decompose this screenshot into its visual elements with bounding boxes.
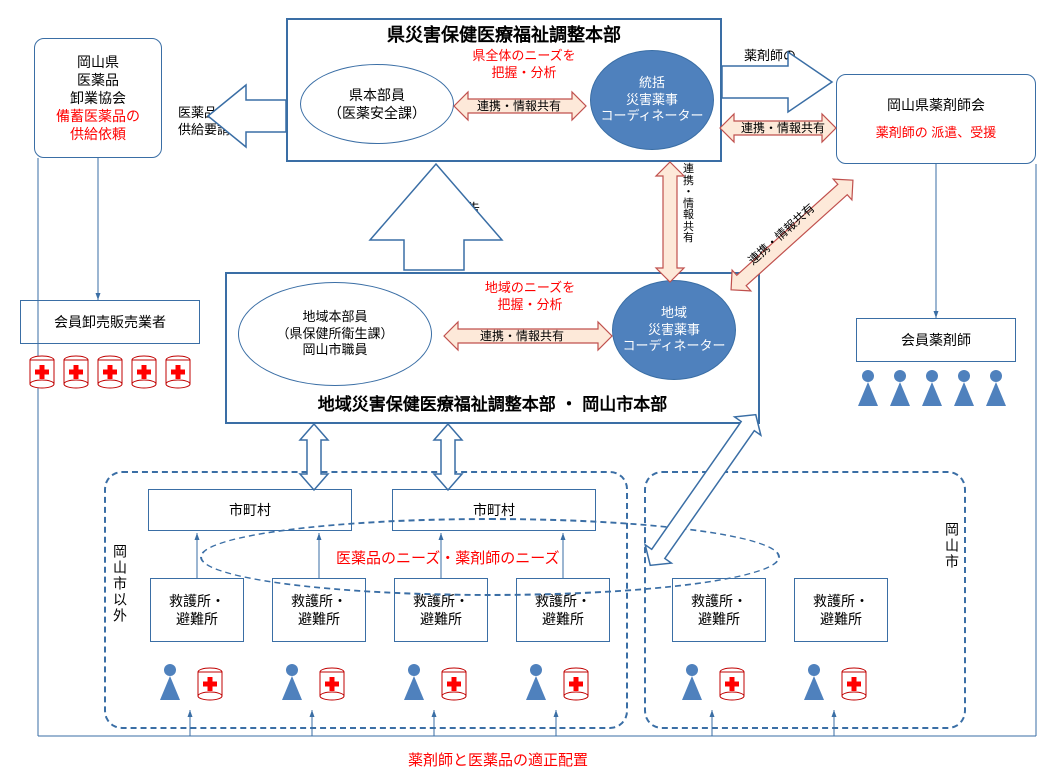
line: コーディネーター — [622, 338, 725, 355]
shelter-5: 救護所・ 避難所 — [672, 578, 766, 642]
link2-label: 連携・情報共有 — [741, 121, 825, 137]
line: 統括 — [639, 75, 665, 92]
link3-label: 連携・情報共有 — [746, 201, 819, 269]
line: 災害薬事 — [626, 92, 678, 109]
line: 市町村 — [229, 501, 271, 519]
needs-ellipse-text: 医薬品のニーズ・薬剤師のニーズ — [336, 549, 560, 569]
bottom-allocation: 薬剤師と医薬品の適正配置 — [408, 751, 588, 771]
line: 薬剤師の 派遣、受援 — [876, 125, 997, 142]
line: 岡山県 — [77, 53, 119, 71]
line: 地域本部員 — [302, 309, 367, 326]
sitrep-label: 状況報告 応援要請 — [428, 201, 480, 235]
hq-link-label: 連携・情報共有 — [477, 99, 561, 115]
line: 卸業協会 — [70, 89, 126, 107]
okayama-city-label: 岡山市 — [942, 522, 962, 570]
line: 岡山県薬剤師会 — [887, 96, 985, 114]
line: 会員薬剤師 — [901, 331, 971, 349]
shelter-6: 救護所・ 避難所 — [794, 578, 888, 642]
wholesale-members: 会員卸売販売業者 — [20, 300, 200, 344]
line: コーディネーター — [600, 108, 703, 125]
line: （医薬安全課） — [328, 104, 426, 122]
line: 地域 — [661, 305, 687, 322]
hq-coordinator: 統括 災害薬事 コーディネーター — [590, 50, 714, 150]
pharm-assoc: 岡山県薬剤師会 薬剤師の 派遣、受援 — [836, 74, 1036, 164]
line: （県保健所衛生課） — [276, 326, 393, 343]
line: 会員卸売販売業者 — [54, 313, 166, 331]
member-pharmacists: 会員薬剤師 — [856, 318, 1016, 362]
line: 岡山市職員 — [302, 342, 367, 359]
reg-coordinator: 地域 災害薬事 コーディネーター — [612, 280, 736, 380]
hq-member-oval: 県本部員 （医薬安全課） — [300, 64, 454, 144]
line: 県本部員 — [349, 86, 405, 104]
shelter-1: 救護所・ 避難所 — [150, 578, 244, 642]
okayama-wholesale-assoc: 岡山県 医薬品 卸業協会 備蓄医薬品の 供給依頼 — [34, 38, 162, 158]
supply-request-label: 医薬品の 供給要請 — [178, 105, 230, 139]
hq-title: 県災害保健医療福祉調整本部 — [387, 24, 621, 47]
reg-needs: 地域のニーズを 把握・分析 — [468, 280, 592, 314]
hq-needs: 県全体のニーズを 把握・分析 — [462, 48, 586, 82]
outside-okayama-label: 岡山市以外 — [110, 544, 130, 624]
line: 災害薬事 — [648, 322, 700, 339]
reg-title: 地域災害保健医療福祉調整本部 ・ 岡山市本部 — [318, 394, 667, 416]
line: 備蓄医薬品の — [56, 107, 140, 125]
reg-link-label: 連携・情報共有 — [480, 329, 564, 345]
link4-label: 連 携 ・ 情 報 共 有 — [683, 164, 694, 245]
line: 供給依頼 — [70, 125, 126, 143]
line: 市町村 — [473, 501, 515, 519]
line: 医薬品 — [77, 71, 119, 89]
dispatch-req: 薬剤師の 派遣要請 — [744, 48, 796, 82]
reg-member-oval: 地域本部員 （県保健所衛生課） 岡山市職員 — [238, 282, 432, 386]
